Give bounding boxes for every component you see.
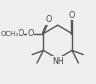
Text: OCH₃: OCH₃	[0, 31, 18, 37]
Text: O: O	[46, 15, 52, 24]
Text: O: O	[27, 29, 34, 38]
Text: O: O	[17, 29, 24, 38]
Text: O: O	[69, 11, 75, 20]
Text: NH: NH	[52, 57, 64, 66]
